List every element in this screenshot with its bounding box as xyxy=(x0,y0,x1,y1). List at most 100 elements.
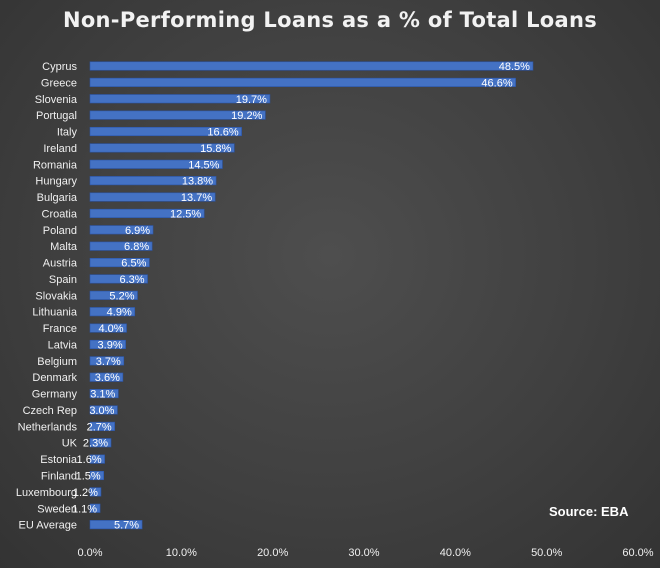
category-label: Portugal xyxy=(36,110,77,122)
bar-estonia xyxy=(89,454,105,464)
data-label: 4.0% xyxy=(98,323,123,335)
bar-bulgaria xyxy=(89,192,216,202)
bar-uk xyxy=(89,438,112,448)
bar-finland xyxy=(89,470,104,481)
x-axis-ticks: 0.0% 10.0% 20.0% 30.0% 40.0% 50.0% 60.0% xyxy=(77,547,653,559)
value-labels: 48.5% 46.6% 19.7% 19.2% 16.6% 15.8% 14.5% 13.8%… xyxy=(72,61,530,532)
category-label: Sweden xyxy=(37,503,77,515)
bar-czech-rep xyxy=(89,405,118,415)
category-label: Poland xyxy=(43,225,77,237)
bar-portugal xyxy=(89,110,266,120)
bar-germany xyxy=(89,389,119,399)
bar-belgium xyxy=(89,356,125,366)
data-label: 6.8% xyxy=(124,241,149,253)
bar-sweden xyxy=(89,503,101,513)
category-label: Cyprus xyxy=(42,61,77,73)
data-label: 3.7% xyxy=(96,356,121,368)
x-tick-label: 60.0% xyxy=(622,547,653,559)
x-tick-label: 20.0% xyxy=(257,547,288,559)
data-label: 6.9% xyxy=(125,225,150,237)
source-note: Source: EBA xyxy=(549,504,629,519)
data-label: 19.2% xyxy=(231,110,262,122)
bar-hungary xyxy=(89,176,217,186)
category-label: Finland xyxy=(41,471,77,483)
category-label: Latvia xyxy=(48,339,78,351)
data-label: 2.3% xyxy=(83,438,108,450)
data-label: 2.7% xyxy=(87,421,112,433)
data-label: 3.0% xyxy=(89,405,114,417)
data-label: 6.5% xyxy=(121,258,146,270)
bar-greece xyxy=(89,77,516,87)
category-label: Malta xyxy=(50,241,78,253)
bar-lithuania xyxy=(89,307,136,317)
category-label: UK xyxy=(62,438,78,450)
category-label: Hungary xyxy=(35,176,77,188)
bar-malta xyxy=(89,241,153,251)
bar-denmark xyxy=(89,372,124,382)
bar-slovenia xyxy=(89,94,271,104)
bar-cyprus xyxy=(89,61,534,71)
data-label: 13.7% xyxy=(181,192,212,204)
category-label: Greece xyxy=(41,77,77,89)
x-tick-label: 30.0% xyxy=(348,547,379,559)
bar-france xyxy=(89,323,127,333)
bar-austria xyxy=(89,258,150,268)
category-label: Spain xyxy=(49,274,77,286)
bar-latvia xyxy=(89,339,126,350)
data-label: 1.6% xyxy=(77,454,102,466)
data-label: 13.8% xyxy=(182,176,213,188)
bar-luxembourg xyxy=(89,487,102,497)
category-label: Estonia xyxy=(40,454,78,466)
category-label: EU Average xyxy=(18,520,77,532)
bar-netherlands xyxy=(89,421,115,431)
category-label: Czech Rep xyxy=(23,405,77,417)
data-label: 4.9% xyxy=(107,307,132,319)
x-tick-label: 10.0% xyxy=(166,547,197,559)
bar-romania xyxy=(89,159,223,169)
x-tick-label: 0.0% xyxy=(77,547,102,559)
data-label: 19.7% xyxy=(236,94,267,106)
x-tick-label: 40.0% xyxy=(440,547,471,559)
category-label: Austria xyxy=(43,258,78,270)
category-label: France xyxy=(43,323,77,335)
x-tick-label: 50.0% xyxy=(531,547,562,559)
bars-layer xyxy=(89,61,534,530)
category-label: Luxembourg xyxy=(16,487,77,499)
data-label: 3.9% xyxy=(98,339,123,351)
category-label: Netherlands xyxy=(18,421,78,433)
category-label: Germany xyxy=(32,389,78,401)
data-label: 14.5% xyxy=(188,159,219,171)
data-label: 46.6% xyxy=(481,77,512,89)
data-label: 6.3% xyxy=(119,274,144,286)
data-label: 15.8% xyxy=(200,143,231,155)
data-label: 16.6% xyxy=(207,127,238,139)
category-label: Denmark xyxy=(32,372,77,384)
data-label: 1.1% xyxy=(72,503,97,515)
category-label: Slovenia xyxy=(35,94,78,106)
bar-croatia xyxy=(89,208,205,218)
category-label: Italy xyxy=(57,127,78,139)
data-label: 48.5% xyxy=(499,61,530,73)
bar-slovakia xyxy=(89,290,138,300)
category-label: Lithuania xyxy=(32,307,78,319)
data-label: 3.6% xyxy=(95,372,120,384)
category-label: Croatia xyxy=(42,208,78,220)
category-label: Bulgaria xyxy=(37,192,78,204)
category-label: Ireland xyxy=(43,143,77,155)
bar-poland xyxy=(89,225,154,235)
chart-title: Non-Performing Loans as a % of Total Loa… xyxy=(62,8,598,32)
category-labels: Cyprus Greece Slovenia Portugal Italy Ireland… xyxy=(16,61,78,532)
data-label: 5.7% xyxy=(114,520,139,532)
data-label: 1.5% xyxy=(76,471,101,483)
data-label: 5.2% xyxy=(109,290,134,302)
category-label: Romania xyxy=(33,159,78,171)
bar-italy xyxy=(89,126,242,137)
bar-spain xyxy=(89,274,148,284)
bar-eu-average xyxy=(89,520,143,530)
category-label: Belgium xyxy=(37,356,77,368)
data-label: 12.5% xyxy=(170,208,201,220)
data-label: 3.1% xyxy=(90,389,115,401)
bar-ireland xyxy=(89,143,235,153)
